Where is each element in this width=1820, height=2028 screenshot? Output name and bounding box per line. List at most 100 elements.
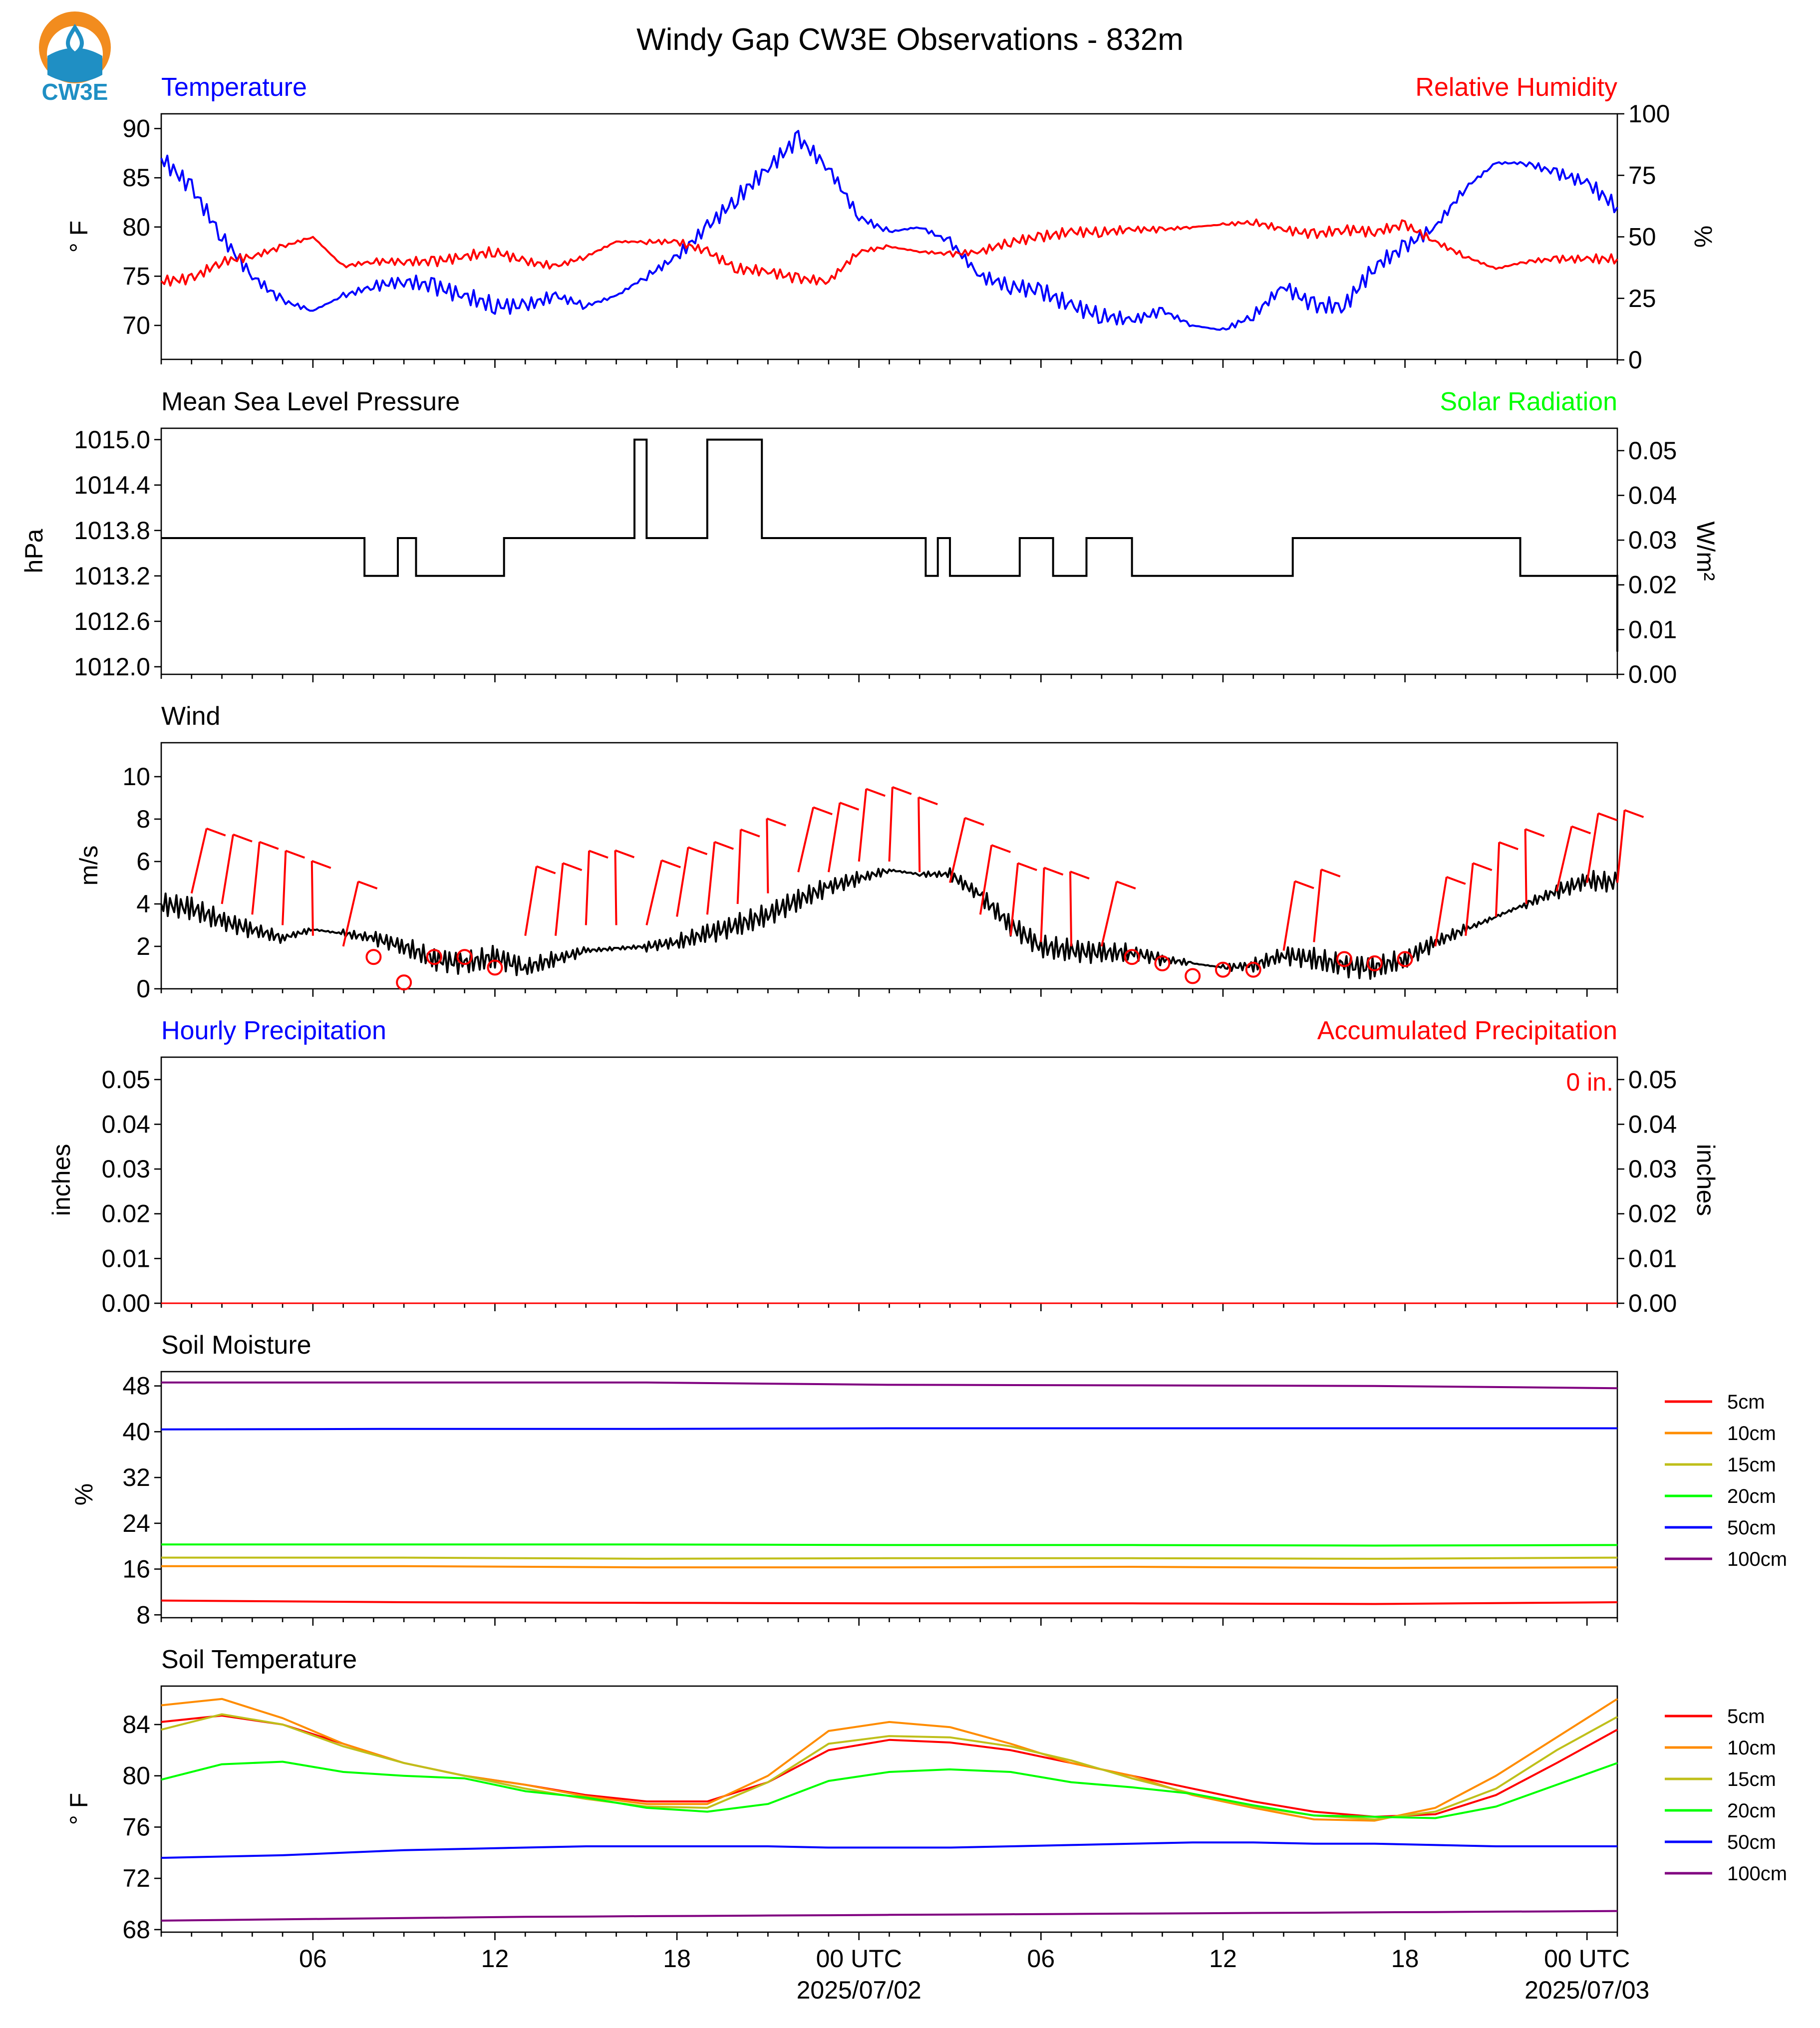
wind-barb bbox=[858, 789, 868, 862]
wind-barb-flag bbox=[918, 796, 938, 806]
legend-label: 5cm bbox=[1727, 1391, 1765, 1413]
y-tick-label: 0.00 bbox=[1628, 660, 1677, 688]
pressure-y-axis-label: hPa bbox=[20, 529, 48, 573]
y-tick-label: 0.02 bbox=[102, 1200, 150, 1228]
panel-precipitation: Hourly Precipitation Accumulated Precipi… bbox=[47, 1016, 1720, 1317]
y-tick-label: 0.02 bbox=[1628, 1200, 1677, 1228]
soil-moisture-y-axis-label: % bbox=[70, 1483, 98, 1505]
temperature-plot-area bbox=[160, 113, 1618, 360]
wind-barb bbox=[949, 818, 966, 883]
wind-barb-flag bbox=[1294, 880, 1314, 889]
wind-barb bbox=[1282, 881, 1296, 951]
logo-drop-icon bbox=[66, 23, 84, 56]
wind-barb bbox=[1100, 881, 1118, 947]
legend-label: 15cm bbox=[1727, 1454, 1776, 1476]
y-tick-label: 85 bbox=[122, 164, 150, 192]
legend-label: 100cm bbox=[1727, 1863, 1787, 1885]
wind-barb-flag bbox=[206, 827, 226, 837]
soil-temperature-y-axis-label: ° F bbox=[65, 1793, 93, 1825]
soil-temperature-line bbox=[161, 1713, 1618, 1820]
panel-soil-temperature: Soil Temperature 68 72 76 80 84 ° F 5cm 10cm 1… bbox=[65, 1645, 1787, 2004]
legend-label: 20cm bbox=[1727, 1485, 1776, 1507]
x-tick-label: 12 bbox=[481, 1945, 509, 1973]
y-tick-label: 72 bbox=[122, 1864, 150, 1892]
y-tick-label: 0.02 bbox=[1628, 571, 1677, 599]
y-tick-label: 8 bbox=[136, 1601, 150, 1629]
y-tick-label: 0 bbox=[136, 975, 150, 1003]
x-tick-label: 00 UTC bbox=[816, 1945, 902, 1973]
wind-y-ticks: 0 2 4 6 8 10 bbox=[122, 763, 161, 1003]
soil-moisture-x-ticks bbox=[160, 1618, 1618, 1626]
pressure-line bbox=[161, 438, 1618, 652]
soil-moisture-line bbox=[161, 1599, 1618, 1605]
wind-barb-flag bbox=[714, 841, 734, 850]
wind-barb-flag bbox=[1499, 841, 1518, 851]
y-tick-label: 0.00 bbox=[102, 1289, 150, 1317]
y-tick-label: 40 bbox=[122, 1418, 150, 1446]
panel-title-hourly-precip: Hourly Precipitation bbox=[161, 1016, 386, 1045]
pressure-y-ticks: 1012.0 1012.6 1013.2 1013.8 1014.4 1015.0 bbox=[74, 426, 161, 681]
y-tick-label: 1012.6 bbox=[74, 607, 150, 635]
wind-barb-flag bbox=[813, 806, 833, 816]
soil-moisture-line bbox=[161, 1556, 1618, 1560]
accumulated-precip-total: 0 in. bbox=[1566, 1068, 1613, 1096]
wind-barb bbox=[1009, 863, 1019, 936]
wind-barb-flag bbox=[964, 817, 984, 826]
wind-barb bbox=[1069, 871, 1073, 947]
legend-label: 50cm bbox=[1727, 1517, 1776, 1539]
humidity-line bbox=[160, 218, 1618, 287]
wind-barb bbox=[1313, 869, 1322, 942]
y-tick-label: 68 bbox=[122, 1916, 150, 1944]
panel-title-temperature: Temperature bbox=[161, 73, 307, 102]
wind-barb-flag bbox=[1446, 876, 1466, 885]
temperature-y-ticks: 70 75 80 85 90 bbox=[122, 115, 161, 339]
wind-barb-flag bbox=[766, 817, 787, 827]
y-tick-label: 24 bbox=[122, 1509, 150, 1537]
precip-y-ticks-left: 0.00 0.01 0.02 0.03 0.04 0.05 bbox=[102, 1066, 161, 1317]
wind-barb-flag bbox=[1321, 869, 1341, 877]
x-tick-label: 18 bbox=[1391, 1945, 1419, 1973]
soil-temperature-y-ticks: 68 72 76 80 84 bbox=[122, 1711, 161, 1944]
x-tick-label: 06 bbox=[1027, 1945, 1055, 1973]
y-tick-label: 80 bbox=[122, 213, 150, 241]
wind-speed-line bbox=[160, 867, 1618, 980]
wind-barb bbox=[1495, 842, 1501, 917]
solar-y-ticks: 0.00 0.01 0.02 0.03 0.04 0.05 bbox=[1617, 437, 1677, 688]
wind-barb-flag bbox=[285, 850, 305, 859]
y-tick-label: 100 bbox=[1628, 100, 1670, 128]
y-tick-label: 2 bbox=[136, 932, 150, 960]
wind-barb bbox=[1524, 829, 1527, 904]
wind-calm-marker bbox=[426, 949, 442, 965]
precip-x-ticks bbox=[160, 1303, 1618, 1311]
wind-barb bbox=[979, 845, 993, 915]
wind-barb bbox=[1040, 868, 1045, 942]
pressure-x-ticks bbox=[160, 674, 1618, 682]
y-tick-label: 0.05 bbox=[102, 1066, 150, 1094]
y-tick-label: 0.03 bbox=[1628, 526, 1677, 554]
humidity-y-ticks: 0 25 50 75 100 bbox=[1617, 100, 1670, 374]
wind-barb-flag bbox=[536, 865, 556, 874]
wind-barb-flag bbox=[1472, 862, 1493, 871]
y-tick-label: 0.01 bbox=[1628, 615, 1677, 643]
y-tick-label: 1015.0 bbox=[74, 426, 150, 454]
y-tick-label: 0.05 bbox=[1628, 437, 1677, 465]
panel-title-wind: Wind bbox=[161, 702, 220, 731]
wind-barb bbox=[342, 881, 359, 947]
soil-moisture-y-ticks: 8 16 24 32 40 48 bbox=[122, 1372, 161, 1629]
y-tick-label: 80 bbox=[122, 1762, 150, 1790]
y-tick-label: 25 bbox=[1628, 285, 1656, 312]
y-tick-label: 50 bbox=[1628, 223, 1656, 251]
wind-calm-marker bbox=[456, 949, 473, 965]
panel-temperature-humidity: Temperature Relative Humidity 70 75 80 85 90… bbox=[65, 73, 1717, 374]
y-tick-label: 0.04 bbox=[1628, 1110, 1677, 1138]
soil-moisture-line bbox=[161, 1565, 1618, 1569]
y-tick-label: 0.00 bbox=[1628, 1289, 1677, 1317]
logo-wave-icon bbox=[47, 48, 102, 82]
wind-barb-flag bbox=[740, 828, 760, 838]
wind-barb-flag bbox=[892, 786, 912, 795]
y-tick-label: 90 bbox=[122, 115, 150, 143]
panel-title-soil-moisture: Soil Moisture bbox=[161, 1331, 311, 1360]
wind-barb bbox=[1434, 876, 1448, 947]
wind-barb-flag bbox=[991, 844, 1011, 854]
temperature-y-axis-label: ° F bbox=[65, 221, 93, 253]
